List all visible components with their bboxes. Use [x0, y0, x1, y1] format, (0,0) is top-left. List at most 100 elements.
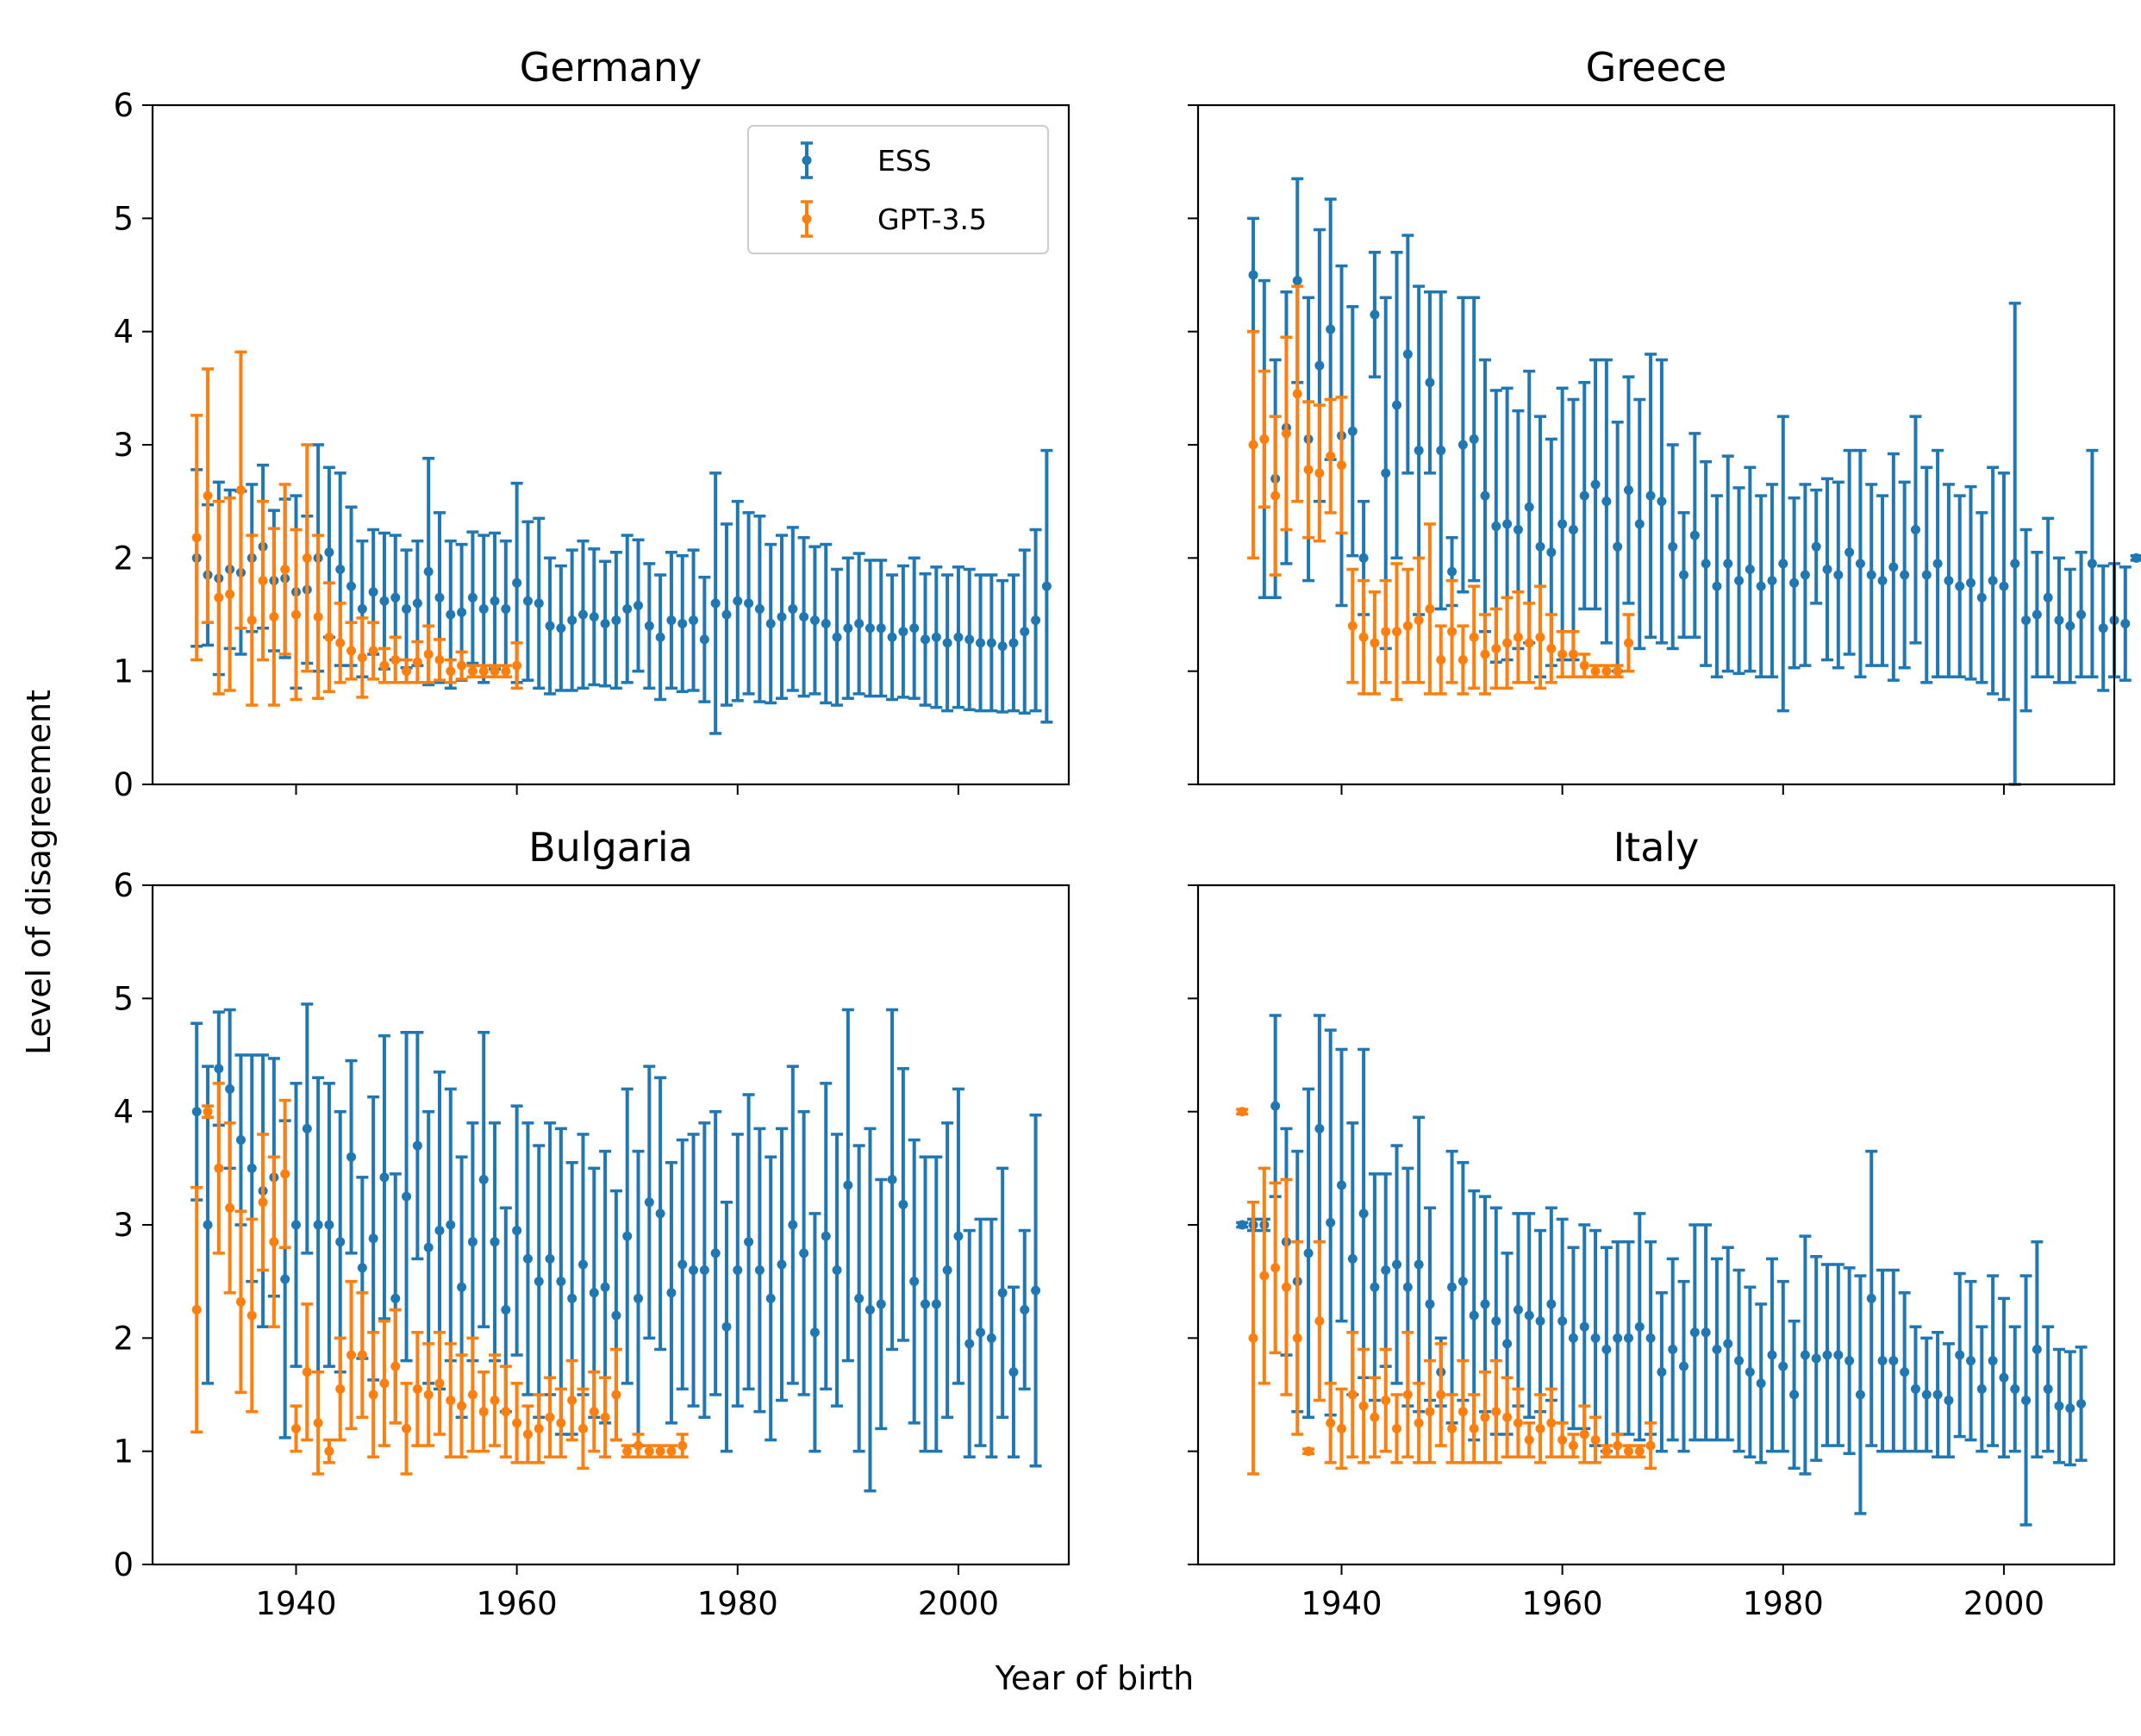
- data-point: [1370, 1282, 1380, 1292]
- data-point: [1944, 576, 1954, 586]
- data-point: [1314, 1123, 1325, 1133]
- data-point: [1590, 1333, 1601, 1343]
- data-point: [1689, 530, 1700, 540]
- data-point: [799, 1248, 809, 1258]
- data-point: [203, 1220, 213, 1230]
- data-point: [434, 1378, 445, 1389]
- data-point: [1370, 638, 1380, 648]
- data-point: [1402, 1389, 1413, 1400]
- data-point: [1020, 1305, 1030, 1314]
- data-point: [2098, 623, 2108, 634]
- data-point: [666, 1288, 677, 1298]
- data-point: [1767, 1350, 1777, 1360]
- data-point: [1237, 1220, 1247, 1230]
- data-point: [1502, 1339, 1513, 1349]
- data-point: [457, 1282, 467, 1292]
- data-point: [931, 1299, 941, 1309]
- series-ess: [190, 443, 1053, 735]
- data-point: [733, 596, 743, 606]
- data-point: [467, 666, 478, 677]
- x-tick-label: 2000: [918, 1585, 999, 1622]
- data-point: [1966, 1356, 1976, 1366]
- data-point: [434, 655, 445, 665]
- data-point: [258, 1197, 268, 1208]
- data-point: [1458, 1277, 1468, 1287]
- data-point: [191, 1107, 202, 1117]
- data-point: [2132, 553, 2141, 563]
- data-point: [921, 1299, 931, 1309]
- data-point: [799, 612, 809, 622]
- data-point: [412, 598, 422, 609]
- data-point: [1370, 309, 1380, 320]
- data-point: [423, 649, 434, 659]
- data-point: [986, 1333, 996, 1343]
- panel-title: Germany: [520, 44, 702, 91]
- panel-bulgaria: Bulgaria 0 1 2 3 4 5 6 1940 1960 1980 2000: [113, 824, 1070, 1622]
- data-point: [821, 1231, 831, 1241]
- data-point: [1601, 666, 1612, 677]
- data-point: [1248, 1333, 1258, 1343]
- data-point: [1358, 1401, 1369, 1411]
- data-point: [1712, 1344, 1722, 1354]
- data-point: [1623, 638, 1633, 648]
- data-point: [1259, 1271, 1270, 1281]
- data-point: [1590, 479, 1601, 490]
- x-tick-label: 1940: [255, 1585, 336, 1622]
- data-point: [1237, 1107, 1247, 1117]
- data-point: [357, 653, 367, 663]
- data-point: [909, 623, 920, 634]
- data-point: [490, 1237, 500, 1247]
- data-point: [2054, 615, 2064, 626]
- data-point: [1988, 576, 1998, 586]
- data-point: [909, 1277, 920, 1287]
- data-point: [666, 1446, 677, 1457]
- data-point: [1347, 1253, 1358, 1264]
- data-point: [214, 592, 224, 603]
- y-tick-label: 0: [113, 1546, 134, 1583]
- data-point: [346, 646, 357, 656]
- data-point: [1955, 581, 1965, 591]
- data-point: [1601, 496, 1612, 507]
- data-point: [1679, 1361, 1689, 1371]
- data-point: [1248, 270, 1258, 280]
- data-point: [1557, 1316, 1568, 1327]
- data-point: [1944, 1396, 1954, 1406]
- data-point: [821, 619, 831, 629]
- data-point: [1336, 1423, 1346, 1433]
- data-point: [1414, 1259, 1424, 1270]
- data-point: [1414, 1418, 1424, 1428]
- data-point: [1966, 578, 1976, 588]
- data-point: [1921, 1389, 1932, 1400]
- data-point: [622, 1231, 633, 1241]
- data-point: [1623, 1333, 1633, 1343]
- data-point: [976, 638, 986, 648]
- data-point: [247, 615, 257, 626]
- data-point: [1546, 1299, 1557, 1309]
- data-point: [1701, 559, 1711, 569]
- data-point: [997, 641, 1008, 652]
- data-point: [1336, 460, 1346, 471]
- data-point: [677, 1440, 688, 1451]
- data-point: [1579, 1429, 1589, 1439]
- data-point: [1613, 541, 1623, 552]
- data-point: [921, 634, 931, 645]
- data-point: [467, 1389, 478, 1400]
- data-point: [313, 1220, 323, 1230]
- data-point: [501, 666, 511, 677]
- data-point: [854, 619, 865, 629]
- data-point: [744, 1237, 754, 1247]
- data-point: [1447, 627, 1458, 637]
- data-point: [1778, 559, 1788, 569]
- data-point: [611, 1389, 621, 1400]
- data-point: [1491, 1316, 1501, 1327]
- data-point: [1303, 465, 1314, 475]
- data-point: [1601, 1446, 1612, 1457]
- x-tick-label: 2000: [1963, 1585, 2044, 1622]
- data-point: [402, 1191, 412, 1202]
- data-point: [1491, 643, 1501, 653]
- data-point: [876, 623, 886, 634]
- data-point: [2010, 559, 2020, 569]
- data-point: [1745, 564, 1755, 574]
- data-point: [1613, 1440, 1623, 1451]
